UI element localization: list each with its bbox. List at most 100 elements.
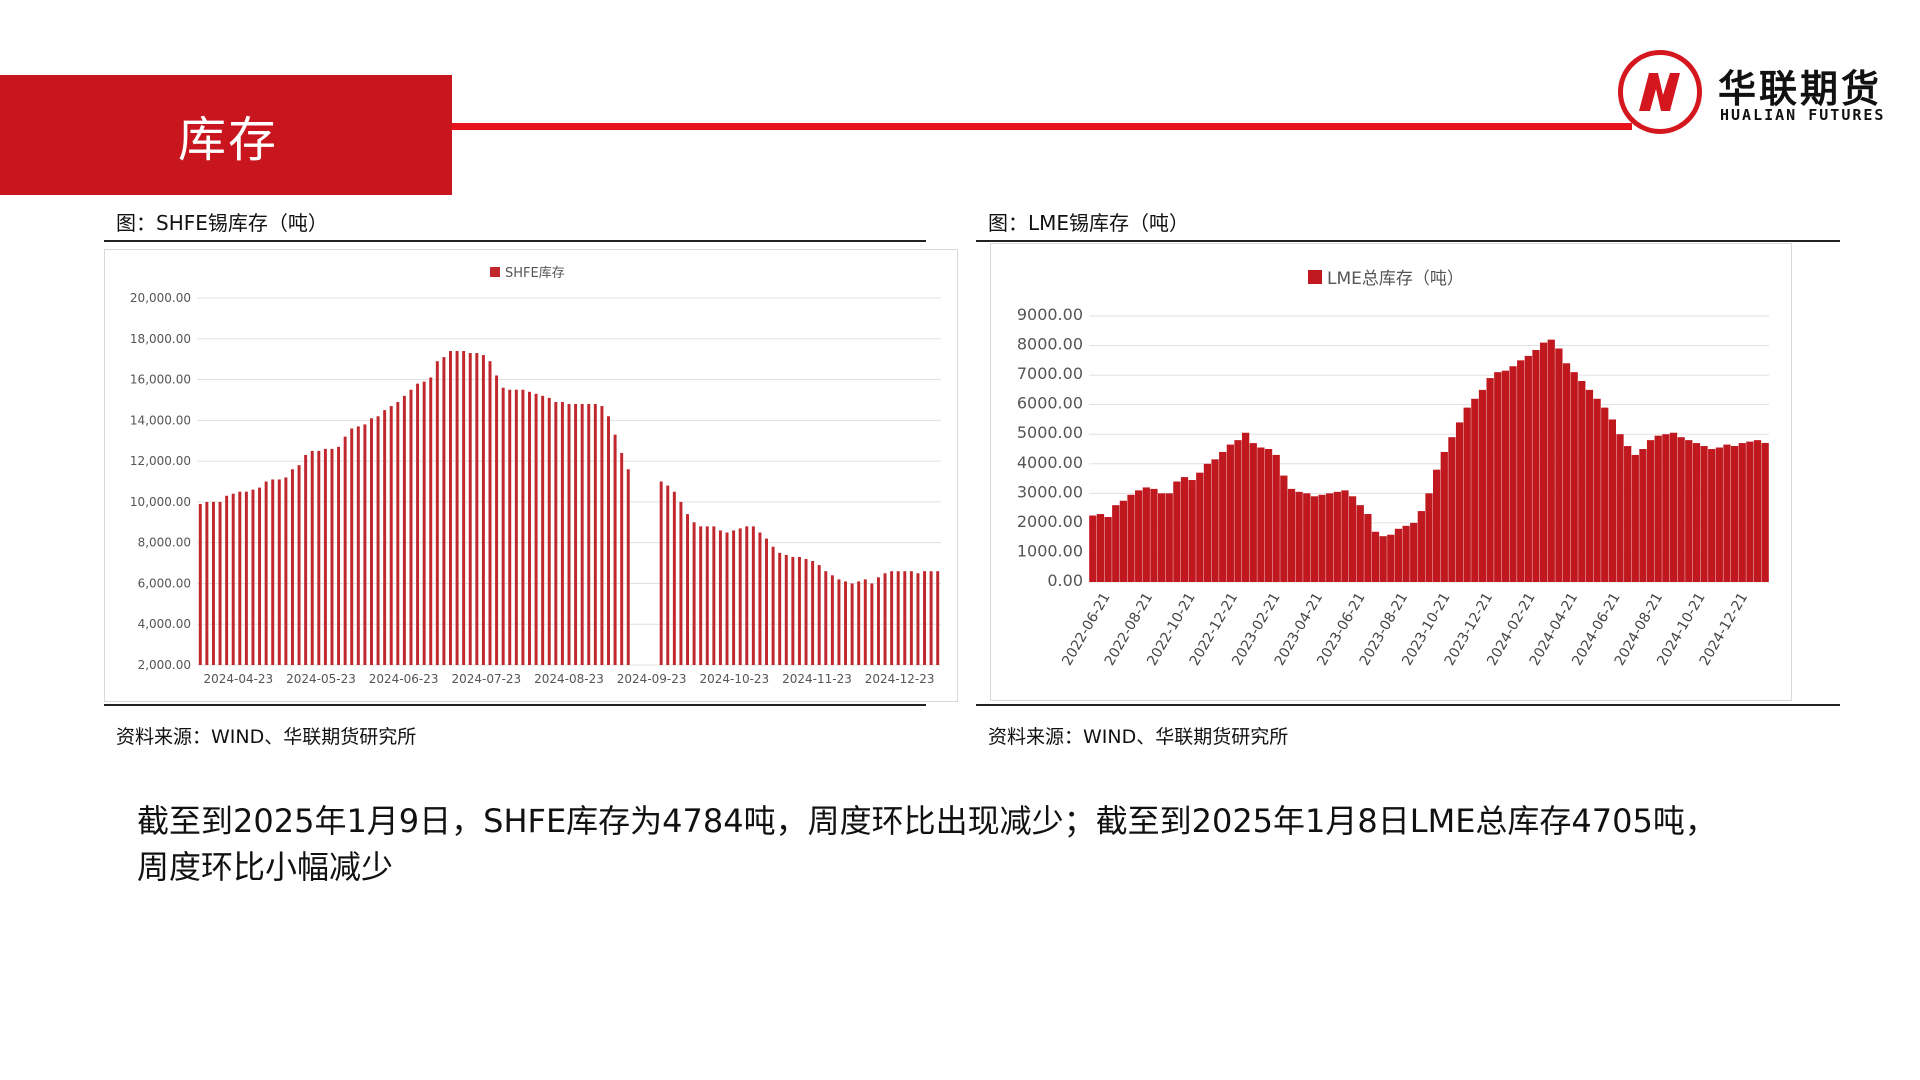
bar	[258, 487, 262, 665]
bar	[1662, 434, 1670, 582]
bar	[1685, 440, 1693, 582]
bar	[1348, 496, 1357, 582]
right-source-rule	[976, 704, 1840, 706]
bar	[1333, 491, 1341, 582]
bar	[1478, 389, 1487, 582]
bar	[547, 397, 551, 665]
section-title: 库存	[178, 112, 279, 168]
bar	[923, 571, 927, 665]
legend-swatch	[1308, 270, 1322, 284]
bar	[765, 538, 769, 665]
bar	[699, 526, 703, 665]
summary-line-2: 周度环比小幅减少	[137, 848, 394, 886]
bar	[732, 530, 736, 665]
bar	[738, 528, 742, 665]
y-tick-label: 8,000.00	[138, 536, 191, 550]
bar	[1639, 449, 1647, 582]
bar	[238, 491, 242, 665]
x-tick-label: 2024-12-23	[865, 672, 935, 686]
x-tick-label: 2024-11-23	[782, 672, 852, 686]
bar	[1494, 372, 1502, 582]
y-tick-label: 0.00	[1047, 571, 1083, 590]
bar	[613, 434, 617, 665]
bar	[1142, 487, 1150, 582]
y-tick-label: 9000.00	[1017, 305, 1083, 324]
bar	[607, 416, 610, 665]
legend-swatch	[490, 267, 500, 277]
y-tick-label: 8000.00	[1017, 335, 1083, 354]
bar	[521, 389, 525, 665]
bar	[317, 450, 321, 665]
bar	[1104, 516, 1112, 582]
bar	[416, 383, 420, 665]
bar	[1517, 360, 1525, 582]
bar	[508, 389, 512, 665]
bar	[449, 351, 452, 665]
bar	[620, 452, 624, 665]
bar	[1127, 494, 1135, 582]
bar	[1387, 534, 1395, 582]
bar	[1425, 493, 1433, 582]
x-tick-label: 2024-07-23	[451, 672, 521, 686]
bar	[1601, 407, 1609, 582]
y-tick-label: 6,000.00	[138, 576, 191, 590]
bar	[1761, 442, 1769, 582]
bar	[672, 491, 676, 665]
y-tick-label: 6000.00	[1017, 394, 1083, 413]
bar	[1585, 389, 1594, 582]
header-divider	[452, 123, 1632, 130]
bar	[534, 393, 538, 665]
left-chart-caption: 图：SHFE锡库存（吨）	[116, 211, 328, 235]
bar	[811, 561, 815, 665]
bar	[1463, 407, 1471, 582]
left-chart-source: 资料来源：WIND、华联期货研究所	[116, 726, 417, 748]
y-tick-label: 2,000.00	[138, 658, 191, 672]
bar	[1318, 494, 1326, 582]
bar	[679, 501, 683, 665]
bar	[1242, 432, 1250, 582]
bar	[817, 565, 821, 665]
bar	[804, 558, 808, 665]
bar	[896, 571, 900, 665]
bar	[1654, 435, 1662, 582]
bar	[778, 552, 782, 665]
lme-chart-frame: 0.00 1000.00 2000.00 3000.00 4000.00 5000.00 6…	[990, 243, 1792, 701]
bar	[751, 526, 755, 665]
bar	[600, 406, 604, 665]
bar	[1448, 437, 1456, 582]
bar	[1371, 531, 1380, 582]
bar	[277, 479, 281, 665]
bar	[890, 571, 894, 665]
bar	[1738, 443, 1746, 582]
bar	[659, 481, 663, 665]
bar	[1746, 441, 1754, 582]
bar	[758, 532, 762, 665]
bar	[1257, 447, 1265, 582]
y-tick-label: 7000.00	[1017, 364, 1083, 383]
bar	[290, 469, 294, 665]
bar	[1646, 440, 1655, 582]
bar	[1486, 378, 1494, 582]
bar	[1593, 398, 1601, 582]
bar	[1562, 363, 1571, 582]
bar	[429, 377, 433, 665]
logo-text-cn: 华联期货	[1718, 67, 1883, 111]
bar	[916, 573, 920, 665]
bar	[337, 446, 341, 665]
bar	[824, 571, 828, 665]
bar	[442, 357, 446, 665]
bar	[211, 501, 215, 665]
bar	[409, 389, 413, 665]
summary-text: 截至到2025年1月9日，SHFE库存为4784吨，周度环比出现减少；截至到20…	[137, 798, 1817, 890]
bar	[1341, 490, 1349, 582]
bar	[1402, 525, 1410, 582]
logo-text-en: HUALIAN FUTURES	[1720, 106, 1886, 124]
y-tick-label: 1000.00	[1017, 541, 1083, 560]
bar	[1226, 444, 1234, 582]
bar	[626, 469, 630, 665]
y-tick-label: 16,000.00	[130, 373, 191, 387]
y-tick-label: 20,000.00	[130, 291, 191, 305]
bar	[686, 514, 689, 665]
bar	[297, 465, 301, 665]
bar	[666, 485, 670, 665]
